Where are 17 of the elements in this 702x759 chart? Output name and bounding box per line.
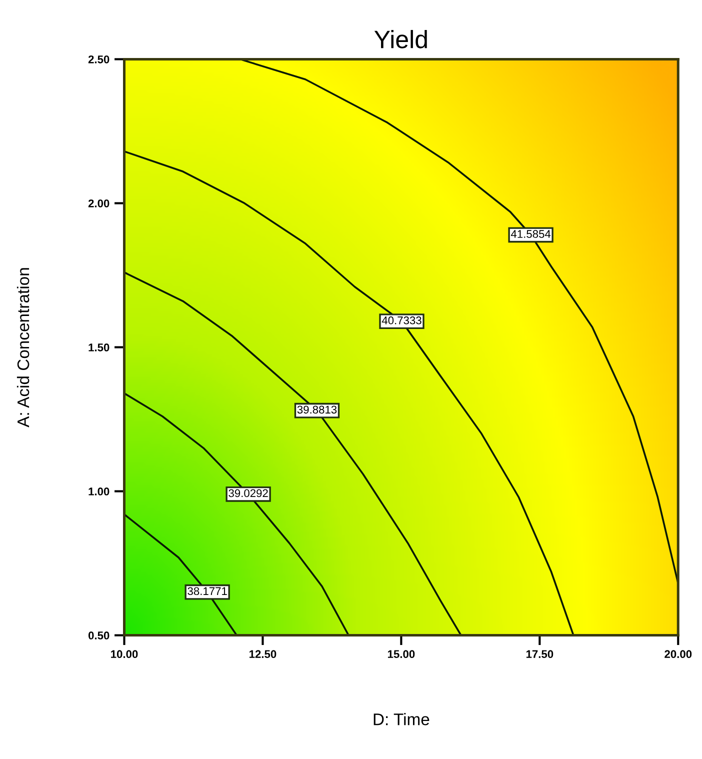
- x-axis-title: D: Time: [374, 713, 430, 726]
- y-tick-label: 1.50: [88, 344, 110, 352]
- line-series: [124, 392, 350, 636]
- chart-title: Yield: [374, 30, 427, 48]
- y-tick-label: 0.50: [88, 632, 110, 640]
- x-tick-label: 15.00: [388, 650, 415, 658]
- x-tick-label: 12.50: [250, 650, 276, 658]
- y-tick-label: 1.00: [88, 488, 110, 496]
- x-tick-label: 10.00: [111, 650, 138, 658]
- y-axis-title: A: Acid Concentration: [16, 268, 30, 428]
- x-tick-label: 20.00: [664, 650, 692, 658]
- line-series: [124, 513, 238, 636]
- line-series: [124, 271, 462, 636]
- x-tick-label: 17.50: [526, 650, 554, 658]
- y-tick-label: 2.00: [88, 199, 110, 208]
- line-series: [124, 150, 574, 636]
- y-tick-label: 2.50: [88, 55, 110, 64]
